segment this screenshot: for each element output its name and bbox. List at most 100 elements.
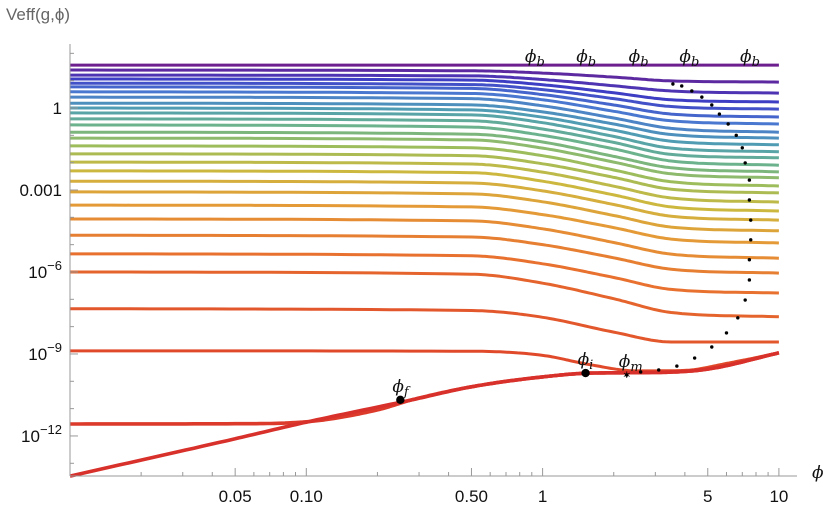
y-tick-label: 0.001 xyxy=(19,181,62,200)
locus-dot xyxy=(747,258,752,262)
phi-subscript: f xyxy=(403,385,411,400)
phi-symbol: ϕ xyxy=(525,47,537,67)
series-curve-26 xyxy=(70,307,779,344)
locus-dot xyxy=(743,161,747,165)
phi-symbol: ϕ xyxy=(576,47,588,67)
locus-dot xyxy=(680,84,684,88)
series-curve-24 xyxy=(70,252,779,295)
phi-m-star-icon: * xyxy=(623,370,630,386)
phi-subscript: i xyxy=(589,358,593,373)
phi-symbol: ϕ xyxy=(392,377,404,397)
series-curve-12 xyxy=(69,123,779,167)
curve-group xyxy=(69,63,780,478)
phi-i-marker-dot xyxy=(581,368,590,378)
series-curve-9 xyxy=(70,106,779,147)
locus-dot xyxy=(740,146,744,150)
series-curve-28 xyxy=(70,351,780,426)
x-axis-title: ϕ xyxy=(812,463,824,483)
y-tick-label: 1 xyxy=(53,99,62,118)
y-tick-base: 10 xyxy=(28,263,47,282)
phi-m-label: ϕm xyxy=(619,352,643,375)
series-curve-25 xyxy=(70,270,779,319)
phi-subscript: b xyxy=(691,55,699,70)
series-curve-19 xyxy=(70,179,779,222)
series-curve-27 xyxy=(70,349,780,373)
y-tick-exponent: −6 xyxy=(47,258,62,273)
series-curve-21 xyxy=(70,203,779,245)
series-curve-14 xyxy=(70,136,779,180)
locus-dot xyxy=(734,133,738,138)
locus-dot xyxy=(749,238,753,242)
locus-dot xyxy=(726,122,730,126)
locus-dot xyxy=(657,368,661,372)
phi-b-locus xyxy=(625,82,753,377)
x-tick-label: 10 xyxy=(769,487,788,506)
locus-dot xyxy=(747,178,752,182)
phi-symbol: ϕ xyxy=(619,352,631,372)
series-curve-18 xyxy=(70,169,779,213)
series-curve-20 xyxy=(70,190,779,233)
locus-dot xyxy=(749,218,753,222)
phi-subscript: b xyxy=(752,55,760,70)
phi-symbol: ϕ xyxy=(578,350,590,370)
locus-dot xyxy=(671,82,675,86)
series-curve-3 xyxy=(70,77,779,104)
phi-symbol: ϕ xyxy=(629,47,641,67)
phi-b-label: ϕb xyxy=(740,47,760,70)
x-tick-label: 5 xyxy=(703,487,712,506)
y-tick-exponent: −9 xyxy=(47,340,62,355)
locus-dot xyxy=(638,370,643,374)
series-curve-5 xyxy=(70,85,779,119)
series-curve-1 xyxy=(70,68,779,84)
phi-subscript: b xyxy=(537,55,545,70)
y-tick-label: 10−12 xyxy=(21,422,62,446)
locus-dot xyxy=(710,345,714,349)
y-tick-label: 10−9 xyxy=(28,340,62,364)
phi-symbol: ϕ xyxy=(740,47,752,67)
y-tick-base: 0.001 xyxy=(19,181,62,200)
y-axis-title: Veff(g,ϕ) xyxy=(6,5,70,24)
y-tick-exponent: −12 xyxy=(40,422,62,437)
series-curve-23 xyxy=(70,233,779,275)
phi-symbol: ϕ xyxy=(679,47,691,67)
locus-dot xyxy=(710,103,714,107)
locus-dot xyxy=(743,298,747,302)
series-curve-17 xyxy=(70,160,779,204)
phi-subscript: b xyxy=(588,55,596,70)
series-curve-2 xyxy=(70,73,779,95)
locus-dot xyxy=(690,89,694,93)
x-tick-label: 1 xyxy=(538,487,547,506)
locus-dot xyxy=(625,373,629,377)
locus-dot xyxy=(747,278,752,282)
phi-i-label: ϕi xyxy=(578,350,594,373)
series-curve-29 xyxy=(69,351,780,478)
phi-subscript: b xyxy=(640,55,648,70)
phi-f-marker-dot xyxy=(396,395,405,405)
series-curve-13 xyxy=(70,130,779,174)
phi-f-label: ϕf xyxy=(392,377,411,400)
locus-dot xyxy=(700,95,704,99)
x-tick-label: 0.50 xyxy=(455,487,488,506)
phi-subscript: m xyxy=(630,360,642,375)
series-curve-15 xyxy=(70,144,779,188)
locus-dot xyxy=(675,364,679,368)
y-tick-base: 10 xyxy=(28,345,47,364)
locus-dot xyxy=(724,331,729,335)
phi-b-label: ϕb xyxy=(629,47,649,70)
phi-b-label: ϕb xyxy=(525,47,545,70)
series-curve-7 xyxy=(70,95,779,134)
phi-b-label: ϕb xyxy=(576,47,596,70)
series-curve-4 xyxy=(70,81,779,111)
locus-dot xyxy=(692,356,697,360)
y-tick-base: 1 xyxy=(53,99,62,118)
series-curve-8 xyxy=(70,101,779,140)
series-curve-11 xyxy=(70,117,779,160)
x-tick-label: 0.10 xyxy=(290,487,323,506)
series-curve-22 xyxy=(70,217,779,260)
series-curve-16 xyxy=(70,152,779,195)
locus-dot xyxy=(717,112,722,116)
phi-b-label: ϕb xyxy=(679,47,699,70)
